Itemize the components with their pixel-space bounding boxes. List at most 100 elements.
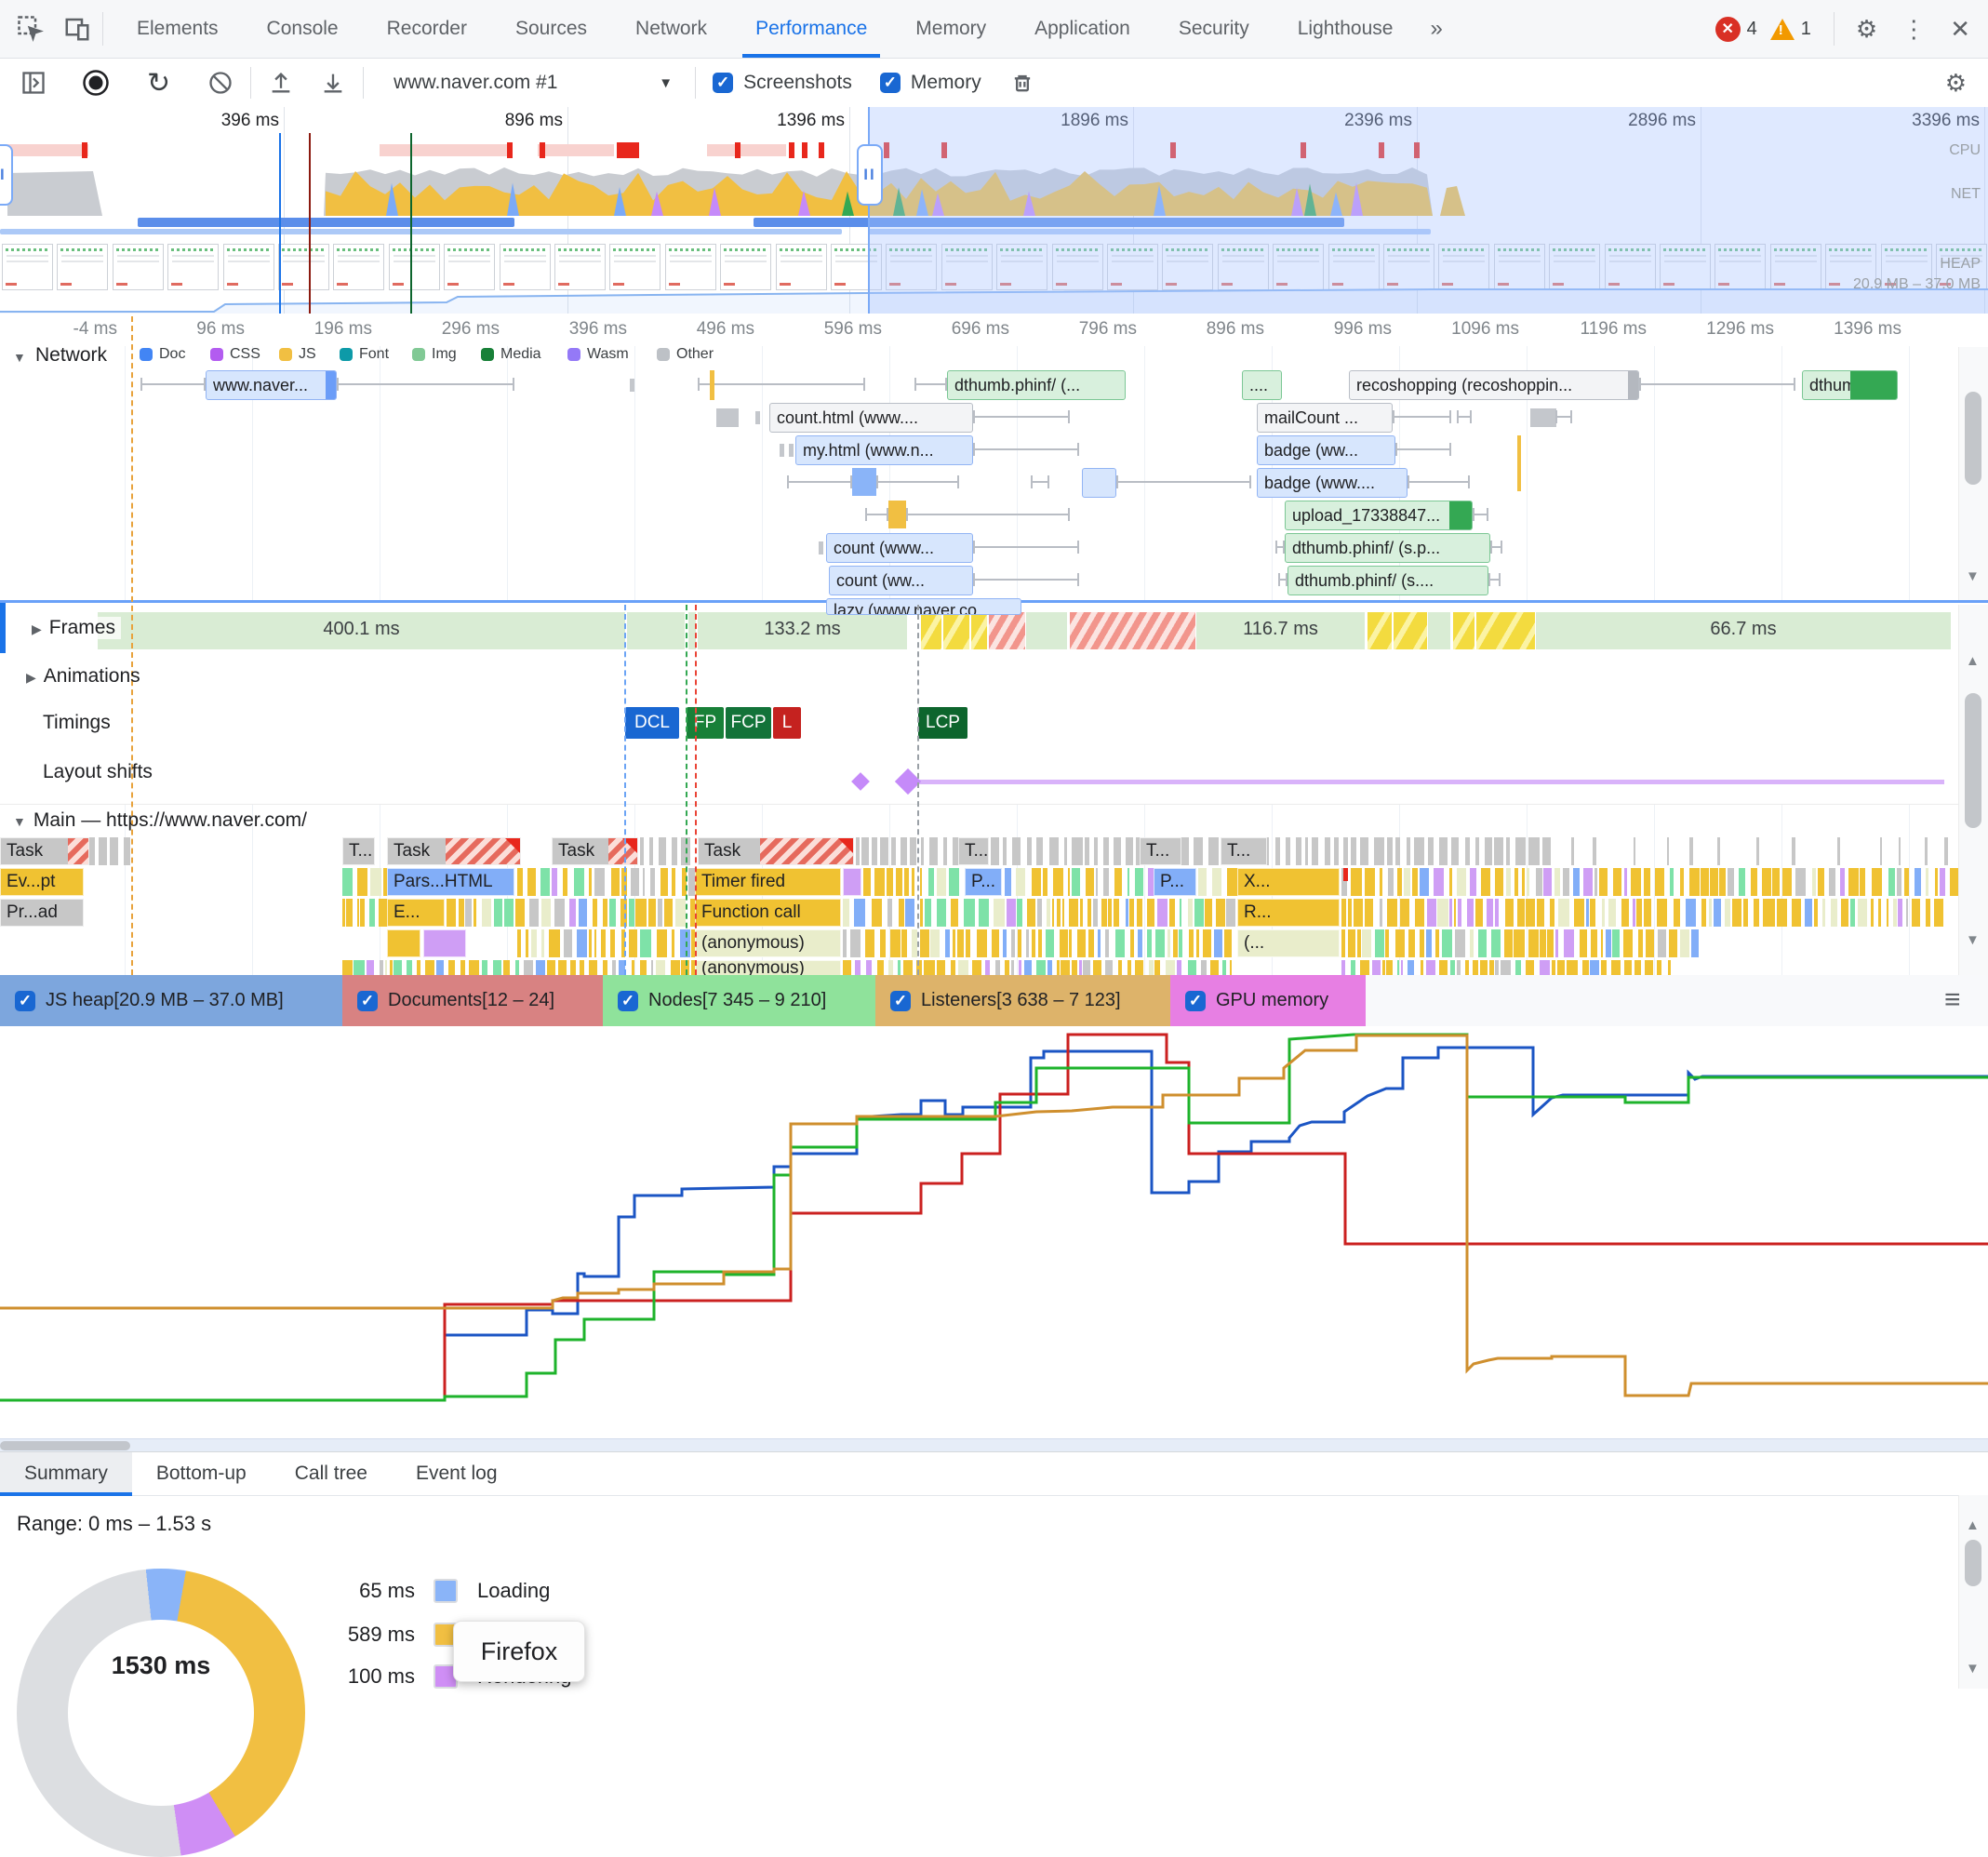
screenshot-thumbnail[interactable] bbox=[609, 244, 661, 290]
request-bar[interactable] bbox=[852, 468, 876, 496]
frame-dropped[interactable] bbox=[1068, 612, 1195, 649]
task-bar[interactable]: Task bbox=[552, 837, 638, 865]
network-scrollbar[interactable]: ▼ bbox=[1958, 347, 1988, 600]
settings-gear-icon[interactable]: ⚙ bbox=[1855, 14, 1878, 43]
frame-partial[interactable] bbox=[1451, 612, 1474, 649]
scroll-up-icon[interactable]: ▲ bbox=[1966, 653, 1980, 669]
frame-good[interactable]: 133.2 ms bbox=[697, 612, 907, 649]
tab-call-tree[interactable]: Call tree bbox=[294, 1463, 367, 1484]
network-request[interactable]: count (www... bbox=[826, 533, 973, 563]
screenshot-thumbnail[interactable] bbox=[167, 244, 220, 290]
scroll-down-icon[interactable]: ▼ bbox=[1966, 568, 1980, 584]
network-track-header[interactable]: ▼ Network bbox=[0, 344, 1988, 368]
request-bar[interactable] bbox=[888, 501, 906, 528]
counter-checkbox[interactable]: ✓ bbox=[618, 990, 638, 1011]
more-tabs-icon[interactable]: » bbox=[1430, 16, 1443, 41]
flame-bar[interactable]: P... bbox=[1154, 868, 1196, 896]
task-bar[interactable]: T... bbox=[958, 837, 989, 865]
screenshot-thumbnail[interactable] bbox=[941, 244, 993, 290]
frame-good[interactable]: 400.1 ms bbox=[97, 612, 625, 649]
flame-bar[interactable]: Ev...pt bbox=[0, 868, 84, 896]
flame-bar[interactable]: Timer fired bbox=[695, 868, 841, 896]
expand-triangle-icon[interactable]: ▶ bbox=[26, 670, 36, 685]
scrollbar-thumb[interactable] bbox=[0, 1441, 130, 1450]
screenshot-thumbnail[interactable] bbox=[333, 244, 385, 290]
collapse-triangle-icon[interactable]: ▼ bbox=[13, 350, 26, 365]
expand-triangle-icon[interactable]: ▶ bbox=[32, 621, 42, 636]
frame-good[interactable]: 116.7 ms bbox=[1195, 612, 1365, 649]
flame-bar[interactable]: X... bbox=[1237, 868, 1340, 896]
screenshot-thumbnail[interactable] bbox=[222, 244, 274, 290]
memory-chart[interactable] bbox=[0, 1026, 1988, 1438]
task-bar[interactable]: T... bbox=[1140, 837, 1181, 865]
screenshot-thumbnail[interactable] bbox=[886, 244, 938, 290]
network-request[interactable]: dthumb.phinf/ (... bbox=[947, 370, 1126, 400]
frames-track-label[interactable]: ▶ Frames bbox=[26, 617, 121, 639]
profile-select[interactable]: www.naver.com #1 ▼ bbox=[394, 72, 673, 94]
task-bar[interactable]: T... bbox=[342, 837, 375, 865]
counter-toggle[interactable]: ✓ Listeners[3 638 – 7 123] bbox=[875, 975, 1170, 1026]
frame-dropped[interactable] bbox=[987, 612, 1025, 649]
screenshot-thumbnail[interactable] bbox=[444, 244, 496, 290]
screenshots-checkbox[interactable]: ✓ bbox=[713, 73, 734, 93]
network-request[interactable]: my.html (www.n... bbox=[795, 435, 973, 465]
flame-bar[interactable]: Pars...HTML bbox=[387, 868, 514, 896]
screenshot-thumbnail[interactable] bbox=[1273, 244, 1325, 290]
screenshot-thumbnail[interactable] bbox=[2, 244, 53, 290]
scrollbar-thumb[interactable] bbox=[1965, 392, 1981, 485]
frame-partial[interactable] bbox=[919, 612, 941, 649]
screenshot-thumbnail[interactable] bbox=[1549, 244, 1601, 290]
more-menu-icon[interactable]: ⋮ bbox=[1901, 14, 1927, 43]
task-bar[interactable]: Task bbox=[0, 837, 89, 865]
frame-good[interactable] bbox=[626, 612, 685, 649]
close-icon[interactable]: ✕ bbox=[1950, 14, 1970, 43]
screenshot-thumbnail[interactable] bbox=[57, 244, 109, 290]
frame-good[interactable] bbox=[1025, 612, 1067, 649]
counter-checkbox[interactable]: ✓ bbox=[1185, 990, 1206, 1011]
save-profile-icon[interactable] bbox=[320, 70, 346, 96]
horizontal-scrollbar[interactable] bbox=[0, 1438, 1988, 1452]
tab-recorder[interactable]: Recorder bbox=[386, 18, 467, 39]
network-request[interactable]: count (ww... bbox=[829, 566, 973, 595]
frame-good[interactable] bbox=[1427, 612, 1450, 649]
network-request[interactable]: badge (www.... bbox=[1257, 468, 1408, 498]
timing-marker-dcl[interactable]: DCL bbox=[625, 707, 679, 739]
screenshot-thumbnail[interactable] bbox=[775, 244, 827, 290]
counter-checkbox[interactable]: ✓ bbox=[890, 990, 911, 1011]
counter-toggle[interactable]: ✓ Documents[12 – 24] bbox=[342, 975, 603, 1026]
screenshot-thumbnail[interactable] bbox=[278, 244, 329, 290]
tab-elements[interactable]: Elements bbox=[137, 18, 219, 39]
load-profile-icon[interactable] bbox=[268, 70, 294, 96]
screenshot-thumbnail[interactable] bbox=[388, 244, 440, 290]
scroll-down-icon[interactable]: ▼ bbox=[1966, 932, 1980, 948]
error-badge-icon[interactable]: ✕ bbox=[1714, 16, 1741, 42]
collect-garbage-icon[interactable] bbox=[1009, 70, 1035, 96]
collapse-triangle-icon[interactable]: ▼ bbox=[13, 814, 26, 829]
flame-bar[interactable]: (... bbox=[1237, 929, 1340, 957]
counter-checkbox[interactable]: ✓ bbox=[15, 990, 35, 1011]
tab-sources[interactable]: Sources bbox=[514, 18, 588, 39]
frame-partial[interactable] bbox=[1474, 612, 1535, 649]
screenshot-thumbnail[interactable] bbox=[1493, 244, 1545, 290]
flame-bar[interactable]: E... bbox=[387, 899, 445, 927]
network-request[interactable]: mailCount ... bbox=[1257, 403, 1393, 433]
screenshot-thumbnail[interactable] bbox=[1328, 244, 1380, 290]
toggle-sidebar-icon[interactable] bbox=[20, 70, 47, 96]
layout-shift-span[interactable] bbox=[915, 780, 1944, 784]
screenshot-thumbnail[interactable] bbox=[664, 244, 716, 290]
main-track-label[interactable]: ▼ Main — https://www.naver.com/ bbox=[13, 809, 307, 831]
screenshot-thumbnail[interactable] bbox=[499, 244, 551, 290]
screenshot-thumbnail[interactable] bbox=[1604, 244, 1656, 290]
timeline-overview[interactable]: 396 ms 896 ms 1396 ms 1896 ms 2396 ms 2896 ms… bbox=[0, 107, 1988, 314]
range-handle[interactable]: II bbox=[0, 144, 13, 206]
frame-partial[interactable] bbox=[1392, 612, 1427, 649]
timing-marker-fp[interactable]: FP bbox=[687, 707, 724, 739]
flame-bar[interactable] bbox=[843, 868, 861, 896]
screenshot-thumbnail[interactable] bbox=[1162, 244, 1214, 290]
network-request[interactable]: lazy (www.naver.co... bbox=[826, 598, 1021, 615]
frame-partial[interactable] bbox=[941, 612, 969, 649]
tab-application[interactable]: Application bbox=[1034, 18, 1130, 39]
flame-bar[interactable]: P... bbox=[965, 868, 1002, 896]
tab-performance[interactable]: Performance bbox=[731, 0, 891, 58]
tab-event-log[interactable]: Event log bbox=[415, 1463, 498, 1484]
